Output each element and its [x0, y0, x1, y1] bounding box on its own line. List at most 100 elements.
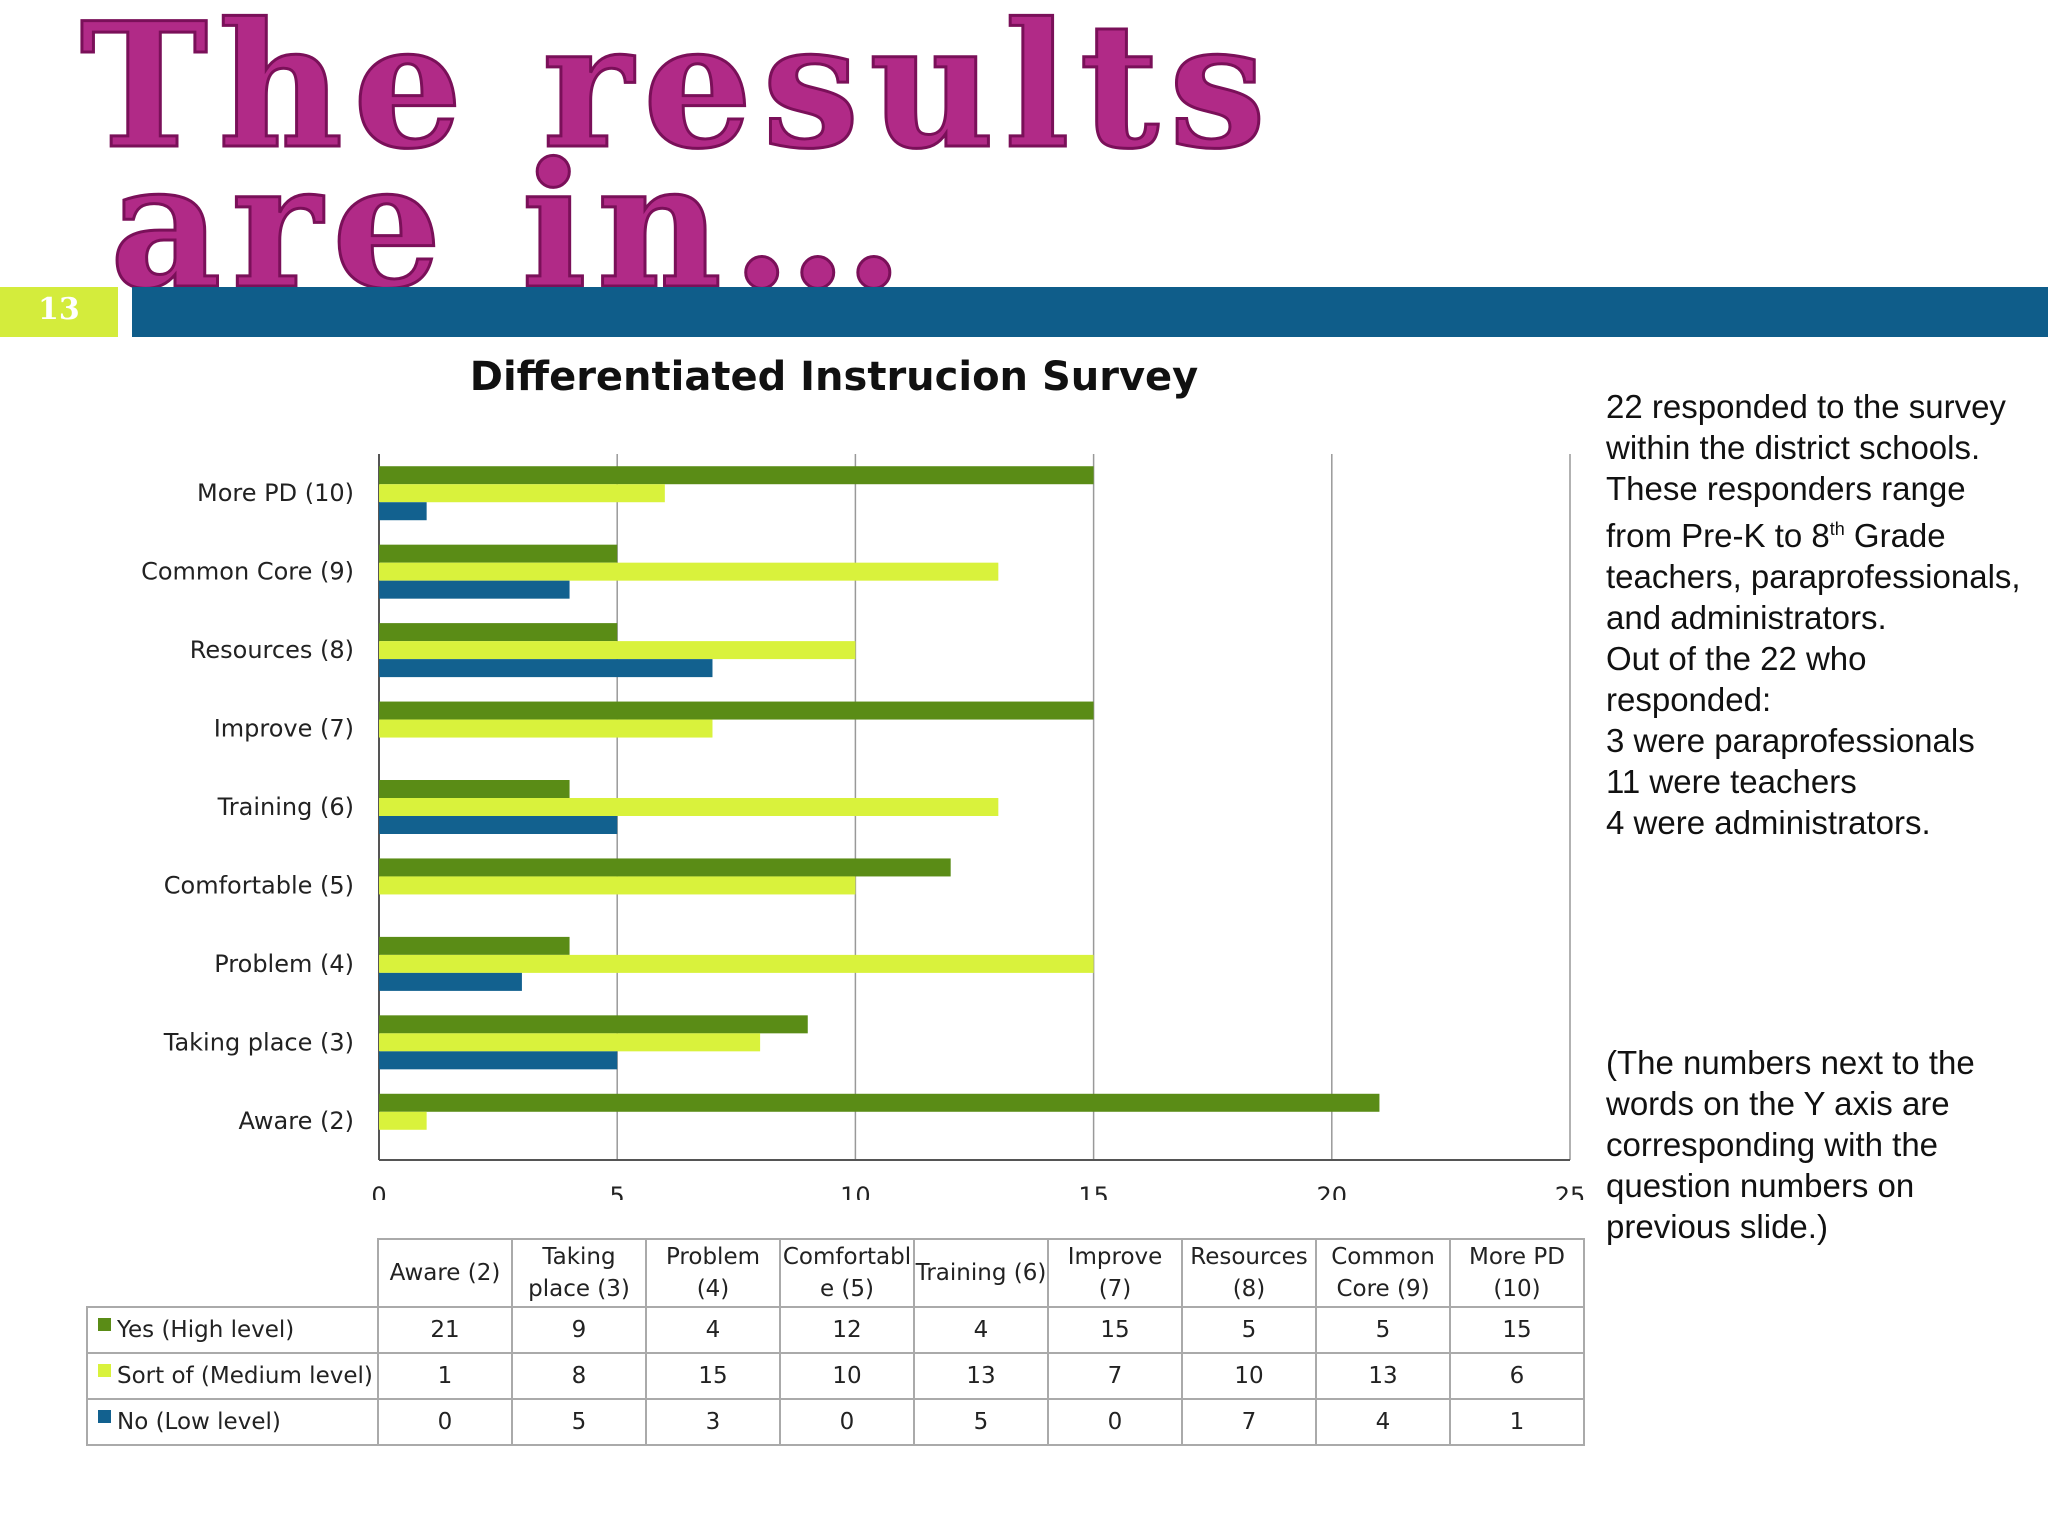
bar-sort-of — [379, 954, 1094, 973]
table-cell: 0 — [779, 1398, 915, 1446]
table-cell: 7 — [1047, 1352, 1183, 1400]
bar-no — [379, 816, 618, 834]
bar-no — [379, 972, 522, 991]
bar-yes — [379, 858, 951, 877]
table-cell: 5 — [1181, 1306, 1317, 1354]
bar-sort-of — [379, 1033, 761, 1052]
table-row-header: No (Low level) — [86, 1398, 379, 1446]
bar-no — [379, 502, 427, 521]
x-tick-label: 25 — [1555, 1182, 1586, 1200]
table-cell: 4 — [913, 1306, 1049, 1354]
x-tick-label: 10 — [840, 1182, 871, 1200]
table-cell: 0 — [377, 1398, 513, 1446]
table-row: No (Low level) 0 5 3 0 5 0 7 4 1 — [86, 1398, 1585, 1446]
slide-number-box — [0, 287, 118, 337]
table-column-header: Aware (2) — [377, 1238, 513, 1308]
table-column-header: Taking place (3) — [511, 1238, 647, 1308]
table-cell: 8 — [511, 1352, 647, 1400]
legend-label: Yes (High level) — [117, 1317, 295, 1343]
category-label: Resources (8) — [190, 636, 354, 664]
table-column-header: More PD (10) — [1449, 1238, 1585, 1308]
category-label: Aware (2) — [238, 1107, 354, 1135]
bar-sort-of — [379, 562, 999, 581]
table-corner — [87, 1239, 379, 1308]
bar-yes — [379, 1015, 808, 1034]
summary-text-1: 22 responded to the survey within the di… — [1606, 388, 2006, 554]
table-cell: 5 — [1315, 1306, 1451, 1354]
header-bar — [132, 287, 2048, 337]
bar-yes — [379, 1093, 1380, 1112]
table-cell: 15 — [1047, 1306, 1183, 1354]
table-cell: 10 — [1181, 1352, 1317, 1400]
table-cell: 9 — [511, 1306, 647, 1354]
x-tick-label: 15 — [1078, 1182, 1109, 1200]
table-cell: 4 — [1315, 1398, 1451, 1446]
bar-sort-of — [379, 484, 665, 503]
table-cell: 6 — [1449, 1352, 1585, 1400]
bar-no — [379, 580, 570, 599]
table-cell: 10 — [779, 1352, 915, 1400]
legend-label: No (Low level) — [117, 1409, 281, 1435]
table-cell: 15 — [1449, 1306, 1585, 1354]
x-tick-label: 0 — [371, 1182, 386, 1200]
chart-bars — [379, 466, 1380, 1130]
summary-text-2: Grade teachers, paraprofessionals, and a… — [1606, 517, 2021, 636]
category-label: Common Core (9) — [141, 558, 354, 586]
bar-sort-of — [379, 876, 856, 895]
category-label: Taking place (3) — [163, 1028, 354, 1056]
bar-no — [379, 659, 713, 678]
bar-chart: Differentiated Instrucion Survey Aware (… — [141, 354, 1585, 1200]
table-column-header: Training (6) — [913, 1238, 1049, 1308]
table-row: Sort of (Medium level) 1 8 15 10 13 7 10 13 6 — [86, 1352, 1585, 1400]
bar-yes — [379, 623, 618, 642]
category-label: Training (6) — [217, 793, 354, 821]
slide-title-line1: The results — [79, 0, 1276, 187]
table-row: Yes (High level) 21 9 4 12 4 15 5 5 15 — [86, 1306, 1585, 1354]
legend-swatch — [98, 1410, 111, 1423]
bar-yes — [379, 544, 618, 563]
slide-number: 13 — [38, 292, 80, 327]
table-cell: 3 — [645, 1398, 781, 1446]
table-column-header: Resources (8) — [1181, 1238, 1317, 1308]
legend-swatch — [98, 1318, 111, 1331]
table-row-header: Sort of (Medium level) — [86, 1352, 379, 1400]
category-label: Comfortable (5) — [164, 871, 354, 899]
bar-yes — [379, 466, 1094, 485]
summary-administrators: 4 were administrators. — [1606, 804, 1931, 841]
table-cell: 13 — [913, 1352, 1049, 1400]
bar-sort-of — [379, 719, 713, 738]
summary-paraprofessionals: 3 were paraprofessionals — [1606, 722, 1975, 759]
bar-sort-of — [379, 798, 999, 816]
table-column-header: Problem (4) — [645, 1238, 781, 1308]
table-cell: 13 — [1315, 1352, 1451, 1400]
bar-yes — [379, 780, 570, 798]
bar-yes — [379, 701, 1094, 720]
summary-paragraph: 22 responded to the survey within the di… — [1606, 386, 2026, 638]
table-cell: 1 — [1449, 1398, 1585, 1446]
chart-tick-labels: 0 5 10 15 20 25 — [371, 1182, 1585, 1200]
table-cell: 7 — [1181, 1398, 1317, 1446]
category-label: Improve (7) — [214, 715, 354, 743]
bar-no — [379, 1051, 618, 1070]
chart-category-labels: Aware (2) Taking place (3) Problem (4) Comf… — [141, 479, 354, 1135]
table-cell: 0 — [1047, 1398, 1183, 1446]
table-column-header: Improve (7) — [1047, 1238, 1183, 1308]
data-table: Aware (2) Taking place (3) Problem (4) Comfor… — [86, 1238, 1585, 1446]
table-column-header: Common Core (9) — [1315, 1238, 1451, 1308]
bar-sort-of — [379, 1111, 427, 1130]
slide-title-area: The results are in… — [60, 0, 2040, 313]
table-cell: 21 — [377, 1306, 513, 1354]
category-label: More PD (10) — [197, 479, 354, 507]
x-tick-label: 20 — [1317, 1182, 1348, 1200]
table-row-header: Yes (High level) — [86, 1306, 379, 1354]
slide-title-line2: are in… — [109, 124, 914, 327]
legend-swatch — [98, 1364, 111, 1377]
x-tick-label: 5 — [610, 1182, 625, 1200]
table-column-header: Comfortabl e (5) — [779, 1238, 915, 1308]
table-header-row: Aware (2) Taking place (3) Problem (4) Comfor… — [87, 1238, 1585, 1308]
table-cell: 12 — [779, 1306, 915, 1354]
category-label: Problem (4) — [214, 950, 354, 978]
bar-sort-of — [379, 641, 856, 660]
survey-summary: 22 responded to the survey within the di… — [1606, 386, 2026, 843]
table-cell: 1 — [377, 1352, 513, 1400]
